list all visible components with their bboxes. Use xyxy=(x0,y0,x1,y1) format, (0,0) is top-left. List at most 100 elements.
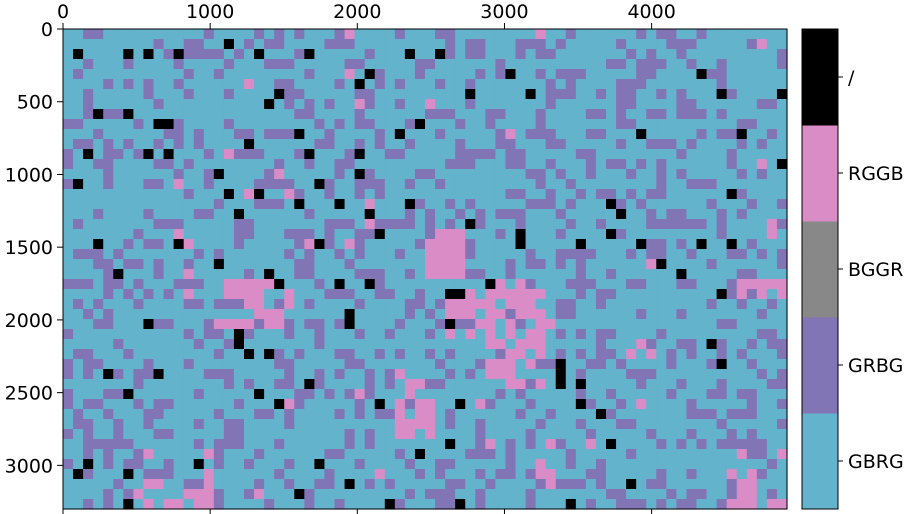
heatmap-cell xyxy=(414,79,426,90)
heatmap-cell xyxy=(505,239,517,250)
heatmap-cell xyxy=(676,289,688,300)
heatmap-cell xyxy=(756,139,768,150)
heatmap-cell xyxy=(83,129,94,140)
heatmap-cell xyxy=(213,79,225,90)
heatmap-cell xyxy=(304,49,315,60)
heatmap-cell xyxy=(656,149,667,160)
heatmap-cell xyxy=(465,349,476,360)
heatmap-cell xyxy=(616,259,627,270)
heatmap-cell xyxy=(756,189,768,200)
heatmap-cell xyxy=(354,269,366,280)
heatmap-cell xyxy=(636,469,647,480)
heatmap-cell xyxy=(123,109,134,120)
heatmap-cell xyxy=(505,399,517,410)
heatmap-cell xyxy=(616,199,627,210)
heatmap-cell xyxy=(133,149,145,160)
heatmap-cell xyxy=(354,469,366,480)
heatmap-cell xyxy=(465,279,476,290)
heatmap-cell xyxy=(646,459,657,470)
heatmap-cell xyxy=(565,149,577,160)
heatmap-cell xyxy=(746,179,758,190)
heatmap-cell xyxy=(173,29,185,40)
heatmap-cell xyxy=(575,219,587,230)
heatmap-cell xyxy=(193,169,205,180)
heatmap-cell xyxy=(445,109,456,120)
heatmap-cell xyxy=(193,239,205,250)
heatmap-cell xyxy=(63,59,74,70)
heatmap-cell xyxy=(706,199,718,210)
heatmap-cell xyxy=(233,29,245,40)
heatmap-cell xyxy=(364,149,376,160)
heatmap-cell xyxy=(575,369,587,380)
heatmap-cell xyxy=(666,359,677,370)
heatmap-cell xyxy=(294,359,305,370)
heatmap-cell xyxy=(535,359,547,370)
heatmap-cell xyxy=(284,29,295,40)
heatmap-cell xyxy=(666,319,677,330)
heatmap-cell xyxy=(304,29,315,40)
heatmap-cell xyxy=(153,189,165,200)
heatmap-cell xyxy=(565,69,577,80)
heatmap-cell xyxy=(254,389,265,400)
heatmap-cell xyxy=(616,299,627,310)
heatmap-cell xyxy=(344,159,356,170)
heatmap-cell xyxy=(153,169,165,180)
heatmap-cell xyxy=(344,269,356,280)
heatmap-cell xyxy=(294,429,305,440)
heatmap-cell xyxy=(475,249,486,260)
heatmap-cell xyxy=(304,269,315,280)
heatmap-cell xyxy=(153,309,165,320)
heatmap-cell xyxy=(244,499,255,510)
heatmap-cell xyxy=(756,159,768,170)
heatmap-cell xyxy=(706,309,718,320)
heatmap-cell xyxy=(153,119,165,130)
heatmap-cell xyxy=(324,489,336,500)
heatmap-cell xyxy=(294,109,305,120)
heatmap-cell xyxy=(686,359,698,370)
heatmap-cell xyxy=(726,399,738,410)
heatmap-cell xyxy=(264,409,275,420)
heatmap-cell xyxy=(515,129,527,140)
heatmap-cell xyxy=(264,459,275,470)
heatmap-cell xyxy=(666,489,677,500)
heatmap-cell xyxy=(445,189,456,200)
heatmap-cell xyxy=(73,139,84,150)
heatmap-cell xyxy=(455,289,466,300)
heatmap-cell xyxy=(656,359,667,370)
y-tick-label: 0 xyxy=(41,19,53,41)
heatmap-cell xyxy=(344,149,356,160)
heatmap-cell xyxy=(254,419,265,430)
heatmap-cell xyxy=(535,239,547,250)
heatmap-cell xyxy=(425,459,436,470)
heatmap-cell xyxy=(736,169,748,180)
heatmap-cell xyxy=(364,489,376,500)
heatmap-cell xyxy=(595,299,607,310)
heatmap-cell xyxy=(495,149,507,160)
heatmap-cell xyxy=(173,149,185,160)
heatmap-cell xyxy=(414,179,426,190)
heatmap-cell xyxy=(656,469,667,480)
heatmap-cell xyxy=(716,479,728,490)
heatmap-cell xyxy=(274,79,285,90)
heatmap-cell xyxy=(93,349,104,360)
heatmap-cell xyxy=(686,269,698,280)
heatmap-cell xyxy=(676,349,688,360)
heatmap-cell xyxy=(766,299,778,310)
heatmap-cell xyxy=(646,349,657,360)
heatmap-cell xyxy=(394,179,406,190)
heatmap-cell xyxy=(676,259,688,270)
heatmap-cell xyxy=(746,229,758,240)
heatmap-cell xyxy=(716,349,728,360)
heatmap-cell xyxy=(555,469,567,480)
heatmap-cell xyxy=(73,39,84,50)
heatmap-cell xyxy=(636,279,647,290)
heatmap-cell xyxy=(394,169,406,180)
heatmap-cell xyxy=(766,439,778,450)
heatmap-cell xyxy=(113,379,124,390)
heatmap-cell xyxy=(585,229,597,240)
heatmap-cell xyxy=(525,459,537,470)
heatmap-cell xyxy=(535,69,547,80)
heatmap-cell xyxy=(636,319,647,330)
heatmap-cell xyxy=(545,449,557,460)
heatmap-cell xyxy=(646,379,657,390)
